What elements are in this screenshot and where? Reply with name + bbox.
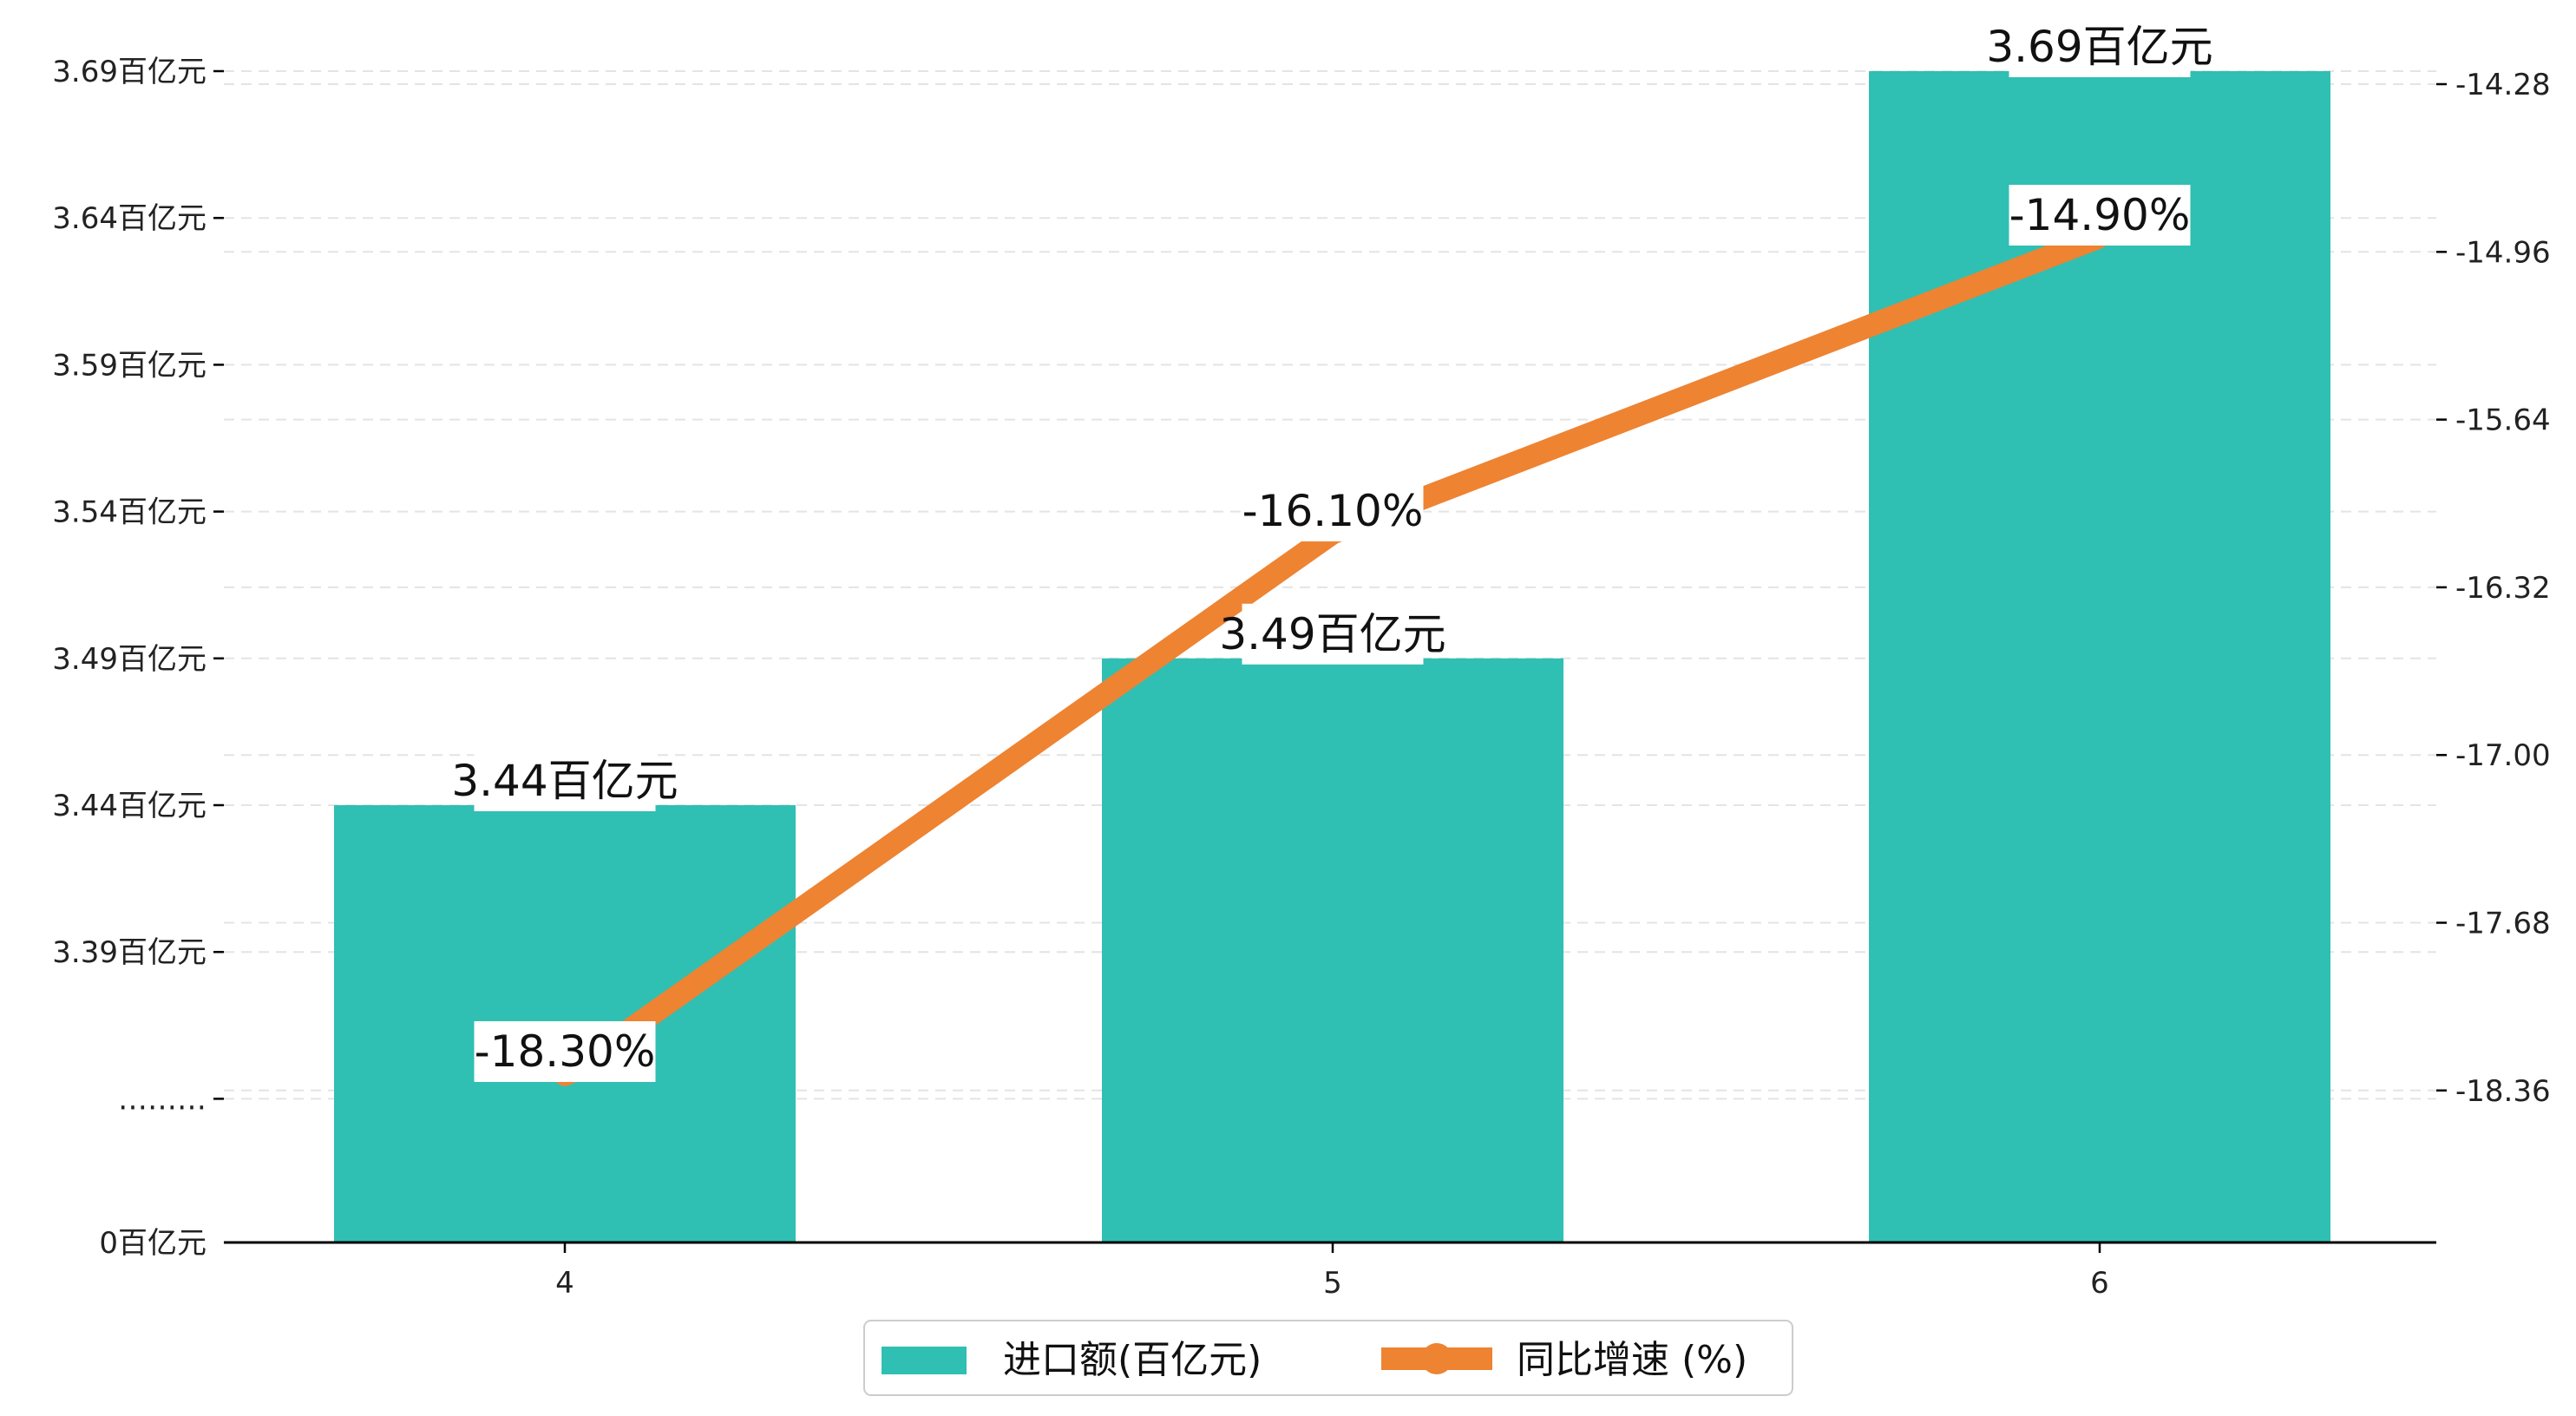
legend-box	[863, 1320, 1793, 1396]
y-right-tick-label: -18.36	[2455, 1074, 2551, 1109]
y-left-tick-label: 3.64百亿元	[52, 201, 206, 236]
y-left-tick-label: 3.59百亿元	[52, 348, 206, 383]
legend[interactable]: 进口额(百亿元) 同比增速 (%)	[863, 1320, 1793, 1396]
y-right-tick-label: -14.96	[2455, 235, 2551, 270]
y-left-base-label: 0百亿元	[99, 1226, 206, 1261]
y-left-tick-label: 3.49百亿元	[52, 642, 206, 677]
line-data-label-bg	[1242, 481, 1424, 541]
line-data-label-bg	[474, 1021, 656, 1082]
y-left-tick-label: ………	[118, 1082, 206, 1117]
y-left-tick-label: 3.54百亿元	[52, 495, 206, 530]
bar-data-label-bg	[474, 751, 656, 811]
legend-label-bar: 进口额(百亿元)	[1003, 1338, 1262, 1382]
x-tick-label: 6	[2090, 1266, 2109, 1301]
y-right-tick-label: -16.32	[2455, 571, 2551, 606]
legend-marker-line	[1421, 1343, 1452, 1374]
bar	[1102, 658, 1563, 1242]
data-labels: 3.44百亿元 3.49百亿元 3.69百亿元 -18.30% -16.10% -14.9…	[451, 16, 2213, 1082]
y-left-tick-label: 3.44百亿元	[52, 789, 206, 823]
y-right-tick-label: -15.64	[2455, 403, 2551, 438]
y-left-tick-label: 3.39百亿元	[52, 935, 206, 970]
bar-data-label: 3.49百亿元	[1219, 609, 1445, 659]
axes: ……… 3.39百亿元 3.44百亿元 3.49百亿元 3.54百亿元 3.59百亿元 3.…	[52, 55, 2550, 1301]
bar-data-label-bg	[1242, 603, 1424, 665]
line-data-label: -18.30%	[475, 1026, 656, 1077]
y-right-tick-label: -17.68	[2455, 907, 2551, 941]
legend-swatch-bar	[882, 1347, 967, 1374]
x-tick-label: 5	[1323, 1266, 1342, 1301]
line-data-label: -14.90%	[2009, 190, 2191, 240]
y-left-tick-label: 3.69百亿元	[52, 55, 206, 89]
x-tick-label: 4	[555, 1266, 574, 1301]
line-data-label-bg	[2009, 185, 2191, 246]
bar-data-label: 3.44百亿元	[451, 756, 678, 806]
bar-data-label: 3.69百亿元	[1986, 22, 2212, 72]
bar-series	[334, 71, 2330, 1242]
bar-data-label-bg	[2009, 16, 2191, 77]
line-data-label: -16.10%	[1242, 486, 1424, 536]
y-right-tick-label: -17.00	[2455, 738, 2551, 773]
bar	[1869, 71, 2330, 1242]
legend-label-line: 同比增速 (%)	[1517, 1338, 1747, 1382]
y-right-tick-label: -14.28	[2455, 68, 2551, 102]
